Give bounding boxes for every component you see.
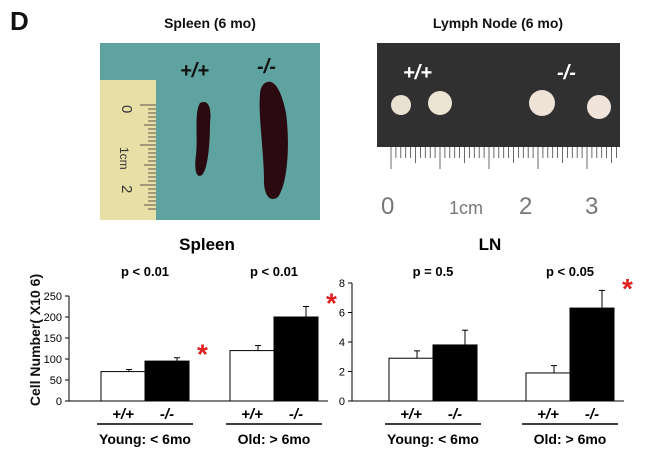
ln-ko-node-2 bbox=[587, 95, 611, 119]
spleen-ruler-label-2: 2 bbox=[118, 185, 135, 193]
spleen-photo-title: Spleen (6 mo) bbox=[164, 15, 256, 31]
y-tick-label: 0 bbox=[56, 396, 62, 408]
significance-asterisk: * bbox=[326, 288, 337, 319]
y-tick-label: 150 bbox=[44, 333, 62, 345]
spleen-photo-label-ko: -/- bbox=[257, 56, 276, 78]
genotype-label: -/- bbox=[160, 406, 174, 423]
ln-ko-node-1 bbox=[529, 90, 555, 116]
spleen-photo-label-wt: +/+ bbox=[180, 60, 209, 82]
ln-ruler-label-0: 0 bbox=[381, 193, 394, 220]
chart-title: LN bbox=[479, 235, 502, 254]
ln-ruler-ticks bbox=[390, 147, 617, 169]
bar bbox=[388, 357, 434, 402]
bar-charts: Spleen 0 50 100 150 200 250 +/+ -/- +/+ -/- p < 0.0… bbox=[44, 235, 633, 447]
genotype-label: -/- bbox=[448, 406, 462, 423]
spleen-ko-organ bbox=[259, 81, 288, 200]
ln-photo-background bbox=[377, 43, 620, 147]
lymph-node-photo: +/+ -/- 0 1cm 2 3 bbox=[377, 43, 620, 220]
y-tick-label: 6 bbox=[339, 308, 345, 320]
ln-ruler-label-2: 2 bbox=[519, 193, 532, 220]
genotype-label: +/+ bbox=[112, 406, 134, 423]
ln-photo-label-wt: +/+ bbox=[403, 62, 432, 84]
panel-letter: D bbox=[10, 6, 29, 36]
y-tick-label: 2 bbox=[339, 367, 345, 379]
spleen-photo: 0 1cm 2 +/+ -/- bbox=[100, 43, 320, 220]
bar bbox=[100, 371, 146, 402]
group-label: Old: > 6mo bbox=[238, 431, 311, 447]
genotype-label: -/- bbox=[585, 406, 599, 423]
bar bbox=[525, 372, 571, 402]
y-tick-label: 250 bbox=[44, 291, 62, 303]
ln-wt-node-2 bbox=[428, 91, 452, 115]
group-label: Old: > 6mo bbox=[534, 431, 607, 447]
bar bbox=[432, 344, 478, 402]
p-value: p < 0.05 bbox=[546, 264, 594, 279]
genotype-label: -/- bbox=[289, 406, 303, 423]
y-tick-label: 200 bbox=[44, 312, 62, 324]
y-tick-label: 4 bbox=[339, 337, 345, 349]
genotype-label: +/+ bbox=[241, 406, 263, 423]
bar bbox=[144, 360, 190, 402]
p-value: p < 0.01 bbox=[121, 264, 169, 279]
spleen-ruler-label-0: 0 bbox=[118, 105, 135, 113]
y-tick-label: 0 bbox=[339, 396, 345, 408]
p-value: p = 0.5 bbox=[413, 264, 454, 279]
group-label: Young: < 6mo bbox=[99, 431, 191, 447]
p-value: p < 0.01 bbox=[250, 264, 298, 279]
significance-asterisk: * bbox=[622, 273, 633, 304]
bar bbox=[569, 307, 615, 402]
bar bbox=[229, 350, 275, 402]
spleen-ruler-label-1cm: 1cm bbox=[117, 147, 131, 170]
ruler-body bbox=[100, 80, 156, 220]
ln-photo-drawing: +/+ -/- 0 1cm 2 3 bbox=[377, 43, 620, 220]
genotype-label: +/+ bbox=[537, 406, 559, 423]
group-label: Young: < 6mo bbox=[387, 431, 479, 447]
chart-title: Spleen bbox=[179, 235, 235, 254]
y-tick-label: 50 bbox=[50, 375, 62, 387]
ln-ruler-label-1cm: 1cm bbox=[449, 198, 483, 218]
y-tick-label: 8 bbox=[339, 278, 345, 290]
ruler-ticks bbox=[140, 104, 156, 210]
y-tick-label: 100 bbox=[44, 354, 62, 366]
ln-ruler-label-3: 3 bbox=[585, 193, 598, 220]
significance-asterisk: * bbox=[197, 339, 208, 370]
ln-photo-title: Lymph Node (6 mo) bbox=[432, 15, 564, 31]
genotype-label: +/+ bbox=[400, 406, 422, 423]
ln-wt-node-1 bbox=[391, 95, 411, 115]
bar bbox=[273, 316, 319, 402]
spleen-wt-organ bbox=[195, 101, 211, 176]
ln-photo-label-ko: -/- bbox=[557, 62, 576, 84]
spleen-photo-drawing: 0 1cm 2 +/+ -/- bbox=[100, 56, 288, 220]
